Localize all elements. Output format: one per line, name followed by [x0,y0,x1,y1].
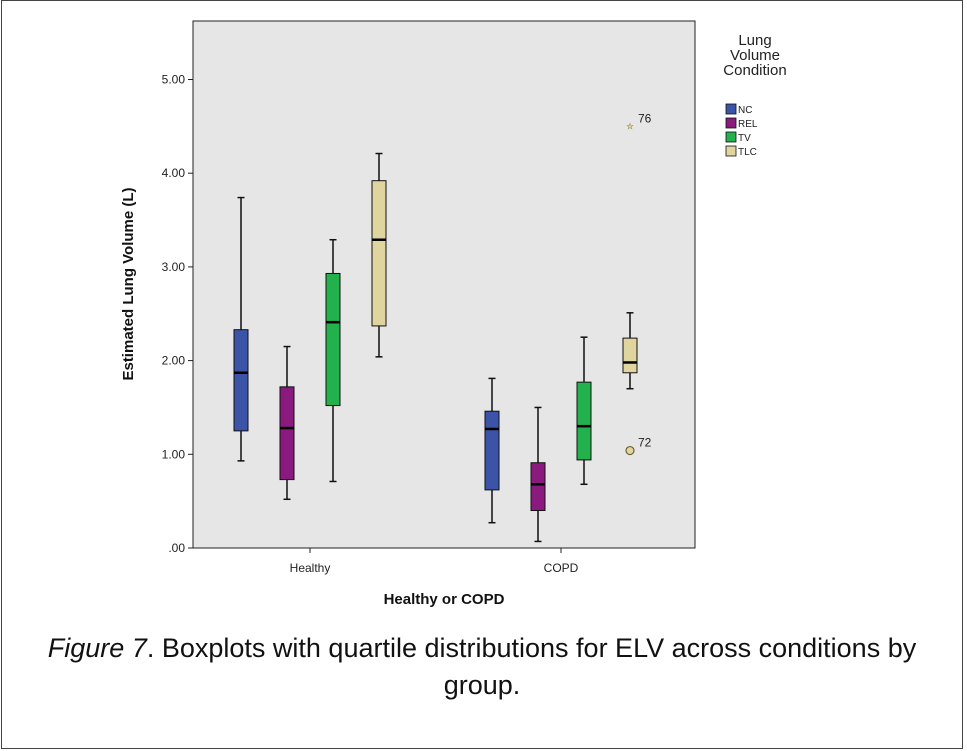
y-tick-label-1: 1.00 [162,447,186,461]
outlier-points: 76 72 [625,111,652,456]
legend-title-line-0: Lung [738,32,771,49]
legend-label-nc: NC [738,105,752,116]
legend-label-tv: TV [738,133,751,144]
outlier-label-76: 76 [638,111,652,125]
y-axis: .00 1.00 2.00 3.00 4.00 5.00 [162,73,193,555]
y-tick-label-0: .00 [168,541,185,555]
box-rel-healthy [279,345,295,501]
box-tlc-healthy [371,152,387,358]
x-axis: Healthy COPD [290,548,579,575]
legend-title: Lung Volume Condition [723,32,786,79]
box-groups [233,152,638,543]
x-tick-label-1: COPD [544,561,579,575]
caption-figure-label: Figure 7 [47,633,147,663]
box-tlc-copd [622,312,638,390]
box-rel-copd [530,406,546,543]
outlier-circle-72 [625,445,635,456]
box-iqr [325,272,341,407]
box-iqr [279,386,295,481]
legend-swatch-tv [725,131,737,143]
x-axis-label: Healthy or COPD [384,591,505,608]
box-iqr [622,337,638,374]
box-tv-healthy [325,238,341,483]
outlier-star-76 [626,122,634,130]
box-iqr [530,462,546,512]
y-tick-label-5: 5.00 [162,73,186,87]
box-iqr [576,381,592,461]
box-nc-healthy [233,196,249,462]
legend-swatch-nc [725,103,737,115]
caption-text: . Boxplots with quartile distributions f… [146,633,917,700]
plot-area [192,20,696,549]
legend-title-line-2: Condition [723,62,786,79]
legend-label-rel: REL [738,119,758,130]
box-iqr [233,329,249,432]
box-iqr [484,410,500,491]
legend-title-line-1: Volume [730,47,780,64]
y-tick-label-2: 2.00 [162,354,186,368]
boxplot-chart: .00 1.00 2.00 3.00 4.00 5.00 Healthy COPD 76 72… [120,20,787,608]
legend: Lung Volume Condition NC REL TV TLC [723,32,786,158]
y-tick-label-3: 3.00 [162,260,186,274]
legend-label-tlc: TLC [738,147,757,158]
box-nc-copd [484,377,500,524]
x-tick-label-0: Healthy [290,561,331,575]
y-tick-label-4: 4.00 [162,166,186,180]
figure-caption: Figure 7. Boxplots with quartile distrib… [20,630,944,704]
legend-swatch-tlc [725,145,737,157]
y-axis-label: Estimated Lung Volume (L) [120,187,137,380]
box-iqr [371,180,387,327]
legend-swatch-rel [725,117,737,129]
outlier-label-72: 72 [638,436,652,450]
box-tv-copd [576,336,592,486]
